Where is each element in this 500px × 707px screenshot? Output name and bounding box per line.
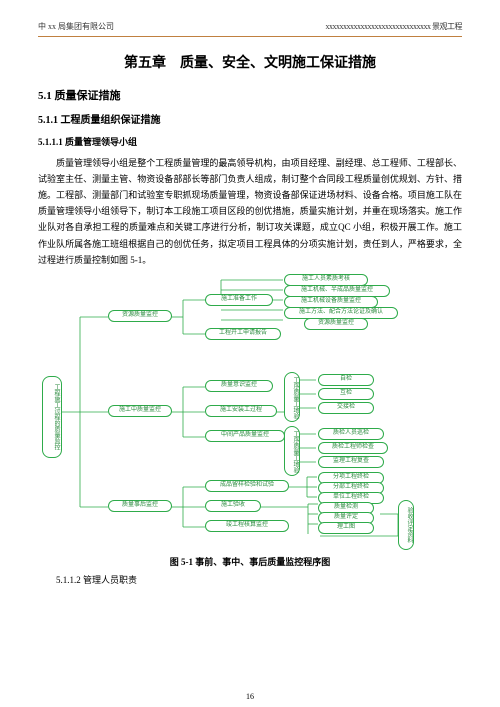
lvl3-node: 监理工程复查	[318, 456, 384, 468]
lvl1-node: 施工中质量监控	[108, 405, 172, 417]
section-5-1-1-1: 5.1.1.1 质量管理领导小组	[38, 134, 462, 150]
lvl2-node: 施工验收	[205, 500, 261, 512]
lvl2-node: 质量意识监控	[205, 380, 273, 392]
lvl3-node: 质检人员巡检	[318, 428, 384, 440]
lvl3-node: 交接检	[318, 402, 374, 414]
lvl3-node: 施工方法、配合方法论证及确认	[284, 307, 398, 319]
lvl1-node: 质量事后监控	[108, 500, 172, 512]
header-left: 中 xx 局集团有限公司	[38, 20, 114, 34]
section-5-1-1-2: 5.1.1.2 管理人员职责	[56, 572, 462, 588]
lvl3-node: 互检	[318, 388, 374, 400]
chapter-title: 第五章 质量、安全、文明施工保证措施	[38, 51, 462, 76]
lvl3-node: 施工机械设备质量监控	[284, 296, 378, 308]
header-right: xxxxxxxxxxxxxxxxxxxxxxxxxxxxxx 景观工程	[326, 20, 463, 34]
lvl3-node: 施工人员素质考核	[284, 274, 368, 286]
lvl3-node: 自检	[318, 374, 374, 386]
lvl2-node: 成品留样检验和试验	[205, 480, 289, 492]
page-number: 16	[0, 692, 500, 701]
lvl3-node: 施工机械、半成品质量监控	[284, 285, 390, 297]
mid-node: 工序质量工地验	[284, 426, 300, 476]
lvl3-node: 理工图	[318, 522, 374, 534]
lvl2-node: 施工准备工作	[205, 294, 273, 306]
page-header: 中 xx 局集团有限公司 xxxxxxxxxxxxxxxxxxxxxxxxxxx…	[38, 20, 462, 37]
quality-flowchart: 工程施工过程的质量监控 资源质量监控 施工中质量监控 质量事后监控 施工准备工作…	[40, 272, 460, 552]
mid-node: 工序质量工地验	[284, 372, 300, 422]
lvl2-node: 中间产品质量监控	[205, 430, 285, 442]
lvl3-node: 资源质量监控	[304, 318, 368, 330]
root-node: 工程施工过程的质量监控	[42, 376, 62, 458]
lvl2-node: 工程开工申请报告	[205, 328, 281, 340]
lvl1-node: 资源质量监控	[108, 310, 172, 322]
lvl2-node: 施工安装工过程	[205, 405, 277, 417]
final-node: 验收评定资料	[398, 500, 414, 550]
section-5-1-1: 5.1.1 工程质量组织保证措施	[38, 112, 462, 130]
lvl2-node: 竣工程核算监控	[205, 520, 289, 532]
figure-caption: 图 5-1 事前、事中、事后质量监控程序图	[38, 554, 462, 570]
section-5-1: 5.1 质量保证措施	[38, 87, 462, 107]
document-page: 中 xx 局集团有限公司 xxxxxxxxxxxxxxxxxxxxxxxxxxx…	[0, 0, 500, 598]
lvl3-node: 质检工程师检查	[318, 442, 388, 454]
body-paragraph: 质量管理领导小组是整个工程质量管理的最高领导机构，由项目经理、副经理、总工程师、…	[38, 155, 462, 268]
